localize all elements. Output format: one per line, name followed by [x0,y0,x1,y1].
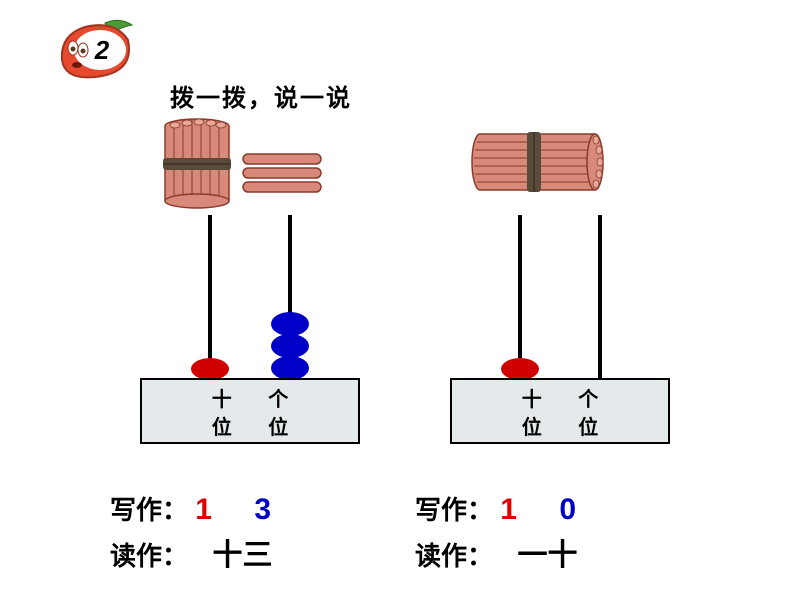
tens-bead [501,358,539,380]
abacus-base: 十位 个位 [140,378,360,444]
left-sticks [155,118,335,213]
page-title: 拨一拨，说一说 [170,78,352,113]
ones-bead [271,334,309,358]
read-value: 十三 [212,539,272,572]
tens-rod [518,215,522,380]
ones-label: 个位 [252,380,304,448]
write-label: 写作： [415,495,493,525]
right-write-row: 写作： 1 0 [415,490,576,527]
ones-label: 个位 [562,380,614,448]
badge-number-svg: 2 [94,35,110,65]
write-tens: 1 [500,493,517,526]
right-abacus: 十位 个位 [450,215,680,445]
write-ones: 0 [559,493,576,526]
tens-rod [208,215,212,380]
read-value: 一十 [517,539,577,572]
stick-bundle-horizontal [472,132,603,192]
loose-sticks [243,154,321,192]
ones-bead [271,356,309,380]
stick-bundle-vertical [163,119,231,208]
ones-rod [598,215,602,380]
read-label: 读作： [110,541,188,571]
right-sticks [465,118,615,208]
abacus-base: 十位 个位 [450,378,670,444]
left-read-row: 读作： 十三 [110,530,272,574]
tens-label: 十位 [196,380,248,448]
read-label: 读作： [415,541,493,571]
lesson-badge: 2 [50,15,140,85]
write-label: 写作： [110,495,188,525]
left-abacus: 十位 个位 [140,215,370,445]
left-write-row: 写作： 1 3 [110,490,271,527]
write-tens: 1 [195,493,212,526]
write-ones: 3 [254,493,271,526]
right-read-row: 读作： 一十 [415,530,577,574]
tens-label: 十位 [506,380,558,448]
ones-bead [271,312,309,336]
tens-bead [191,358,229,380]
